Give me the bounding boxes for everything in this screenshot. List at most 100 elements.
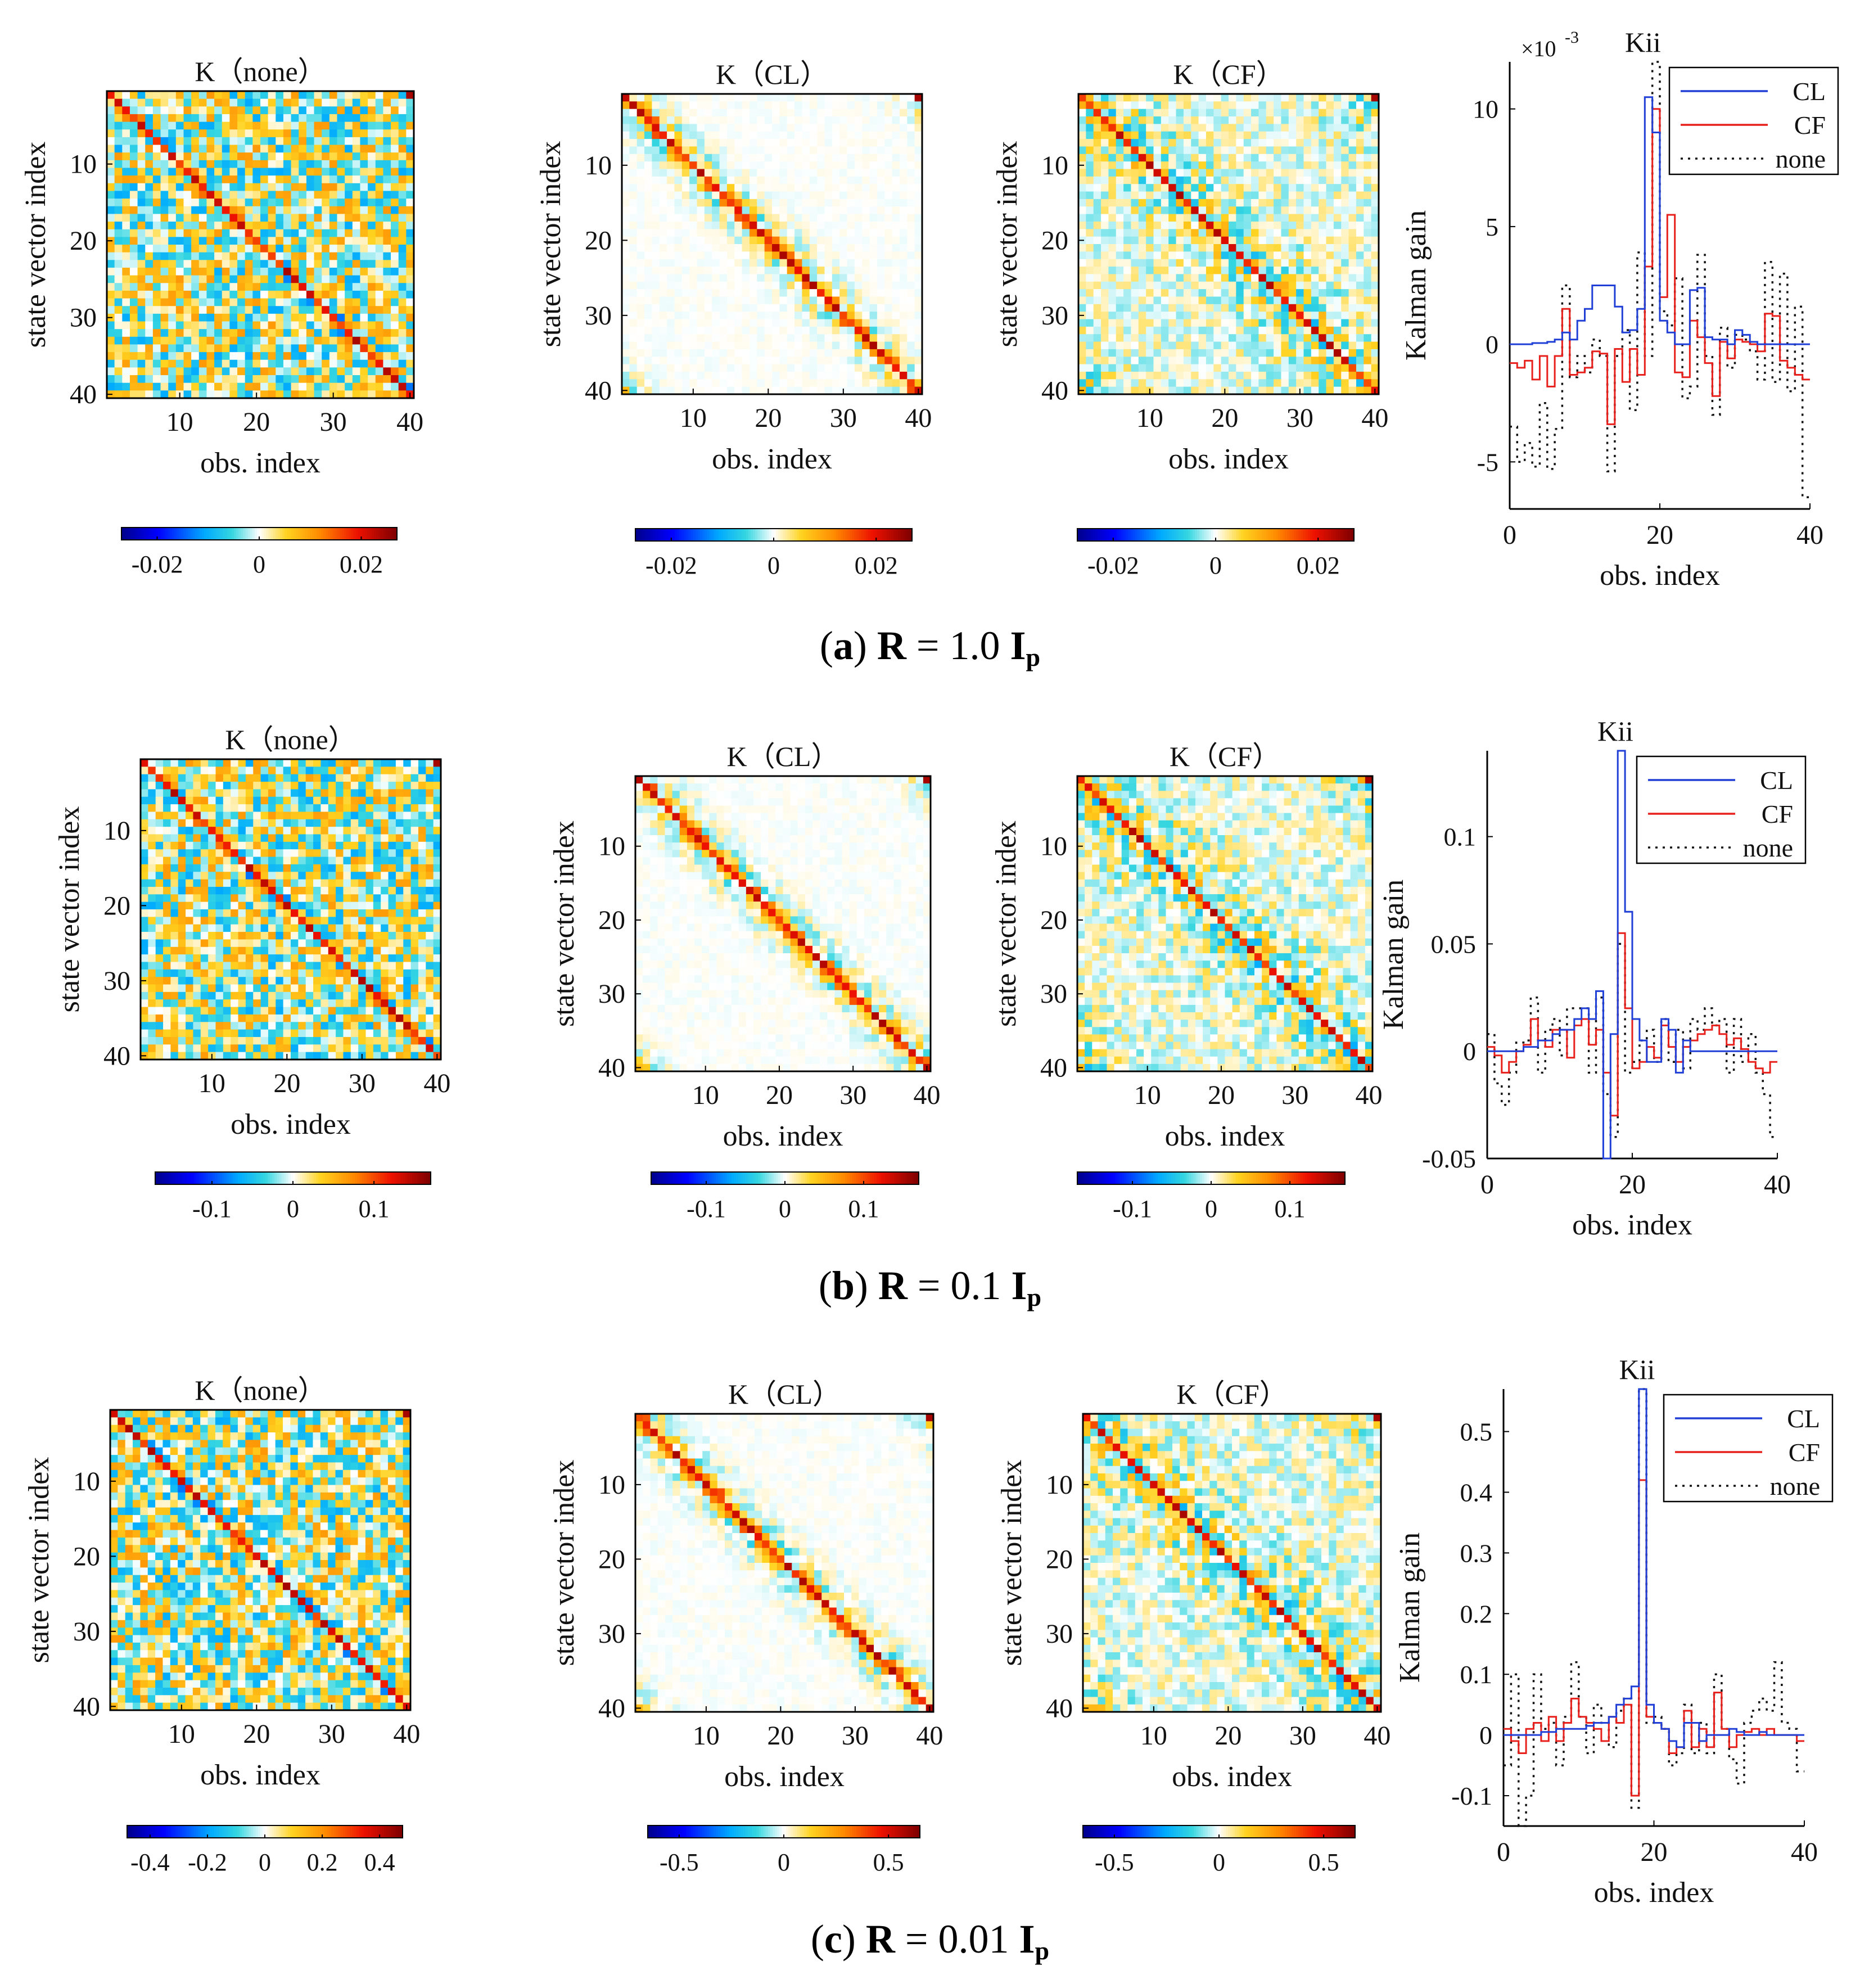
colorbar-step [218, 528, 221, 540]
heatmap-cell [314, 229, 322, 237]
heatmap-cell [1078, 229, 1086, 237]
heatmap-cell [817, 109, 825, 117]
heatmap-cell [1206, 296, 1214, 305]
heatmap-cell [1258, 124, 1267, 132]
heatmap-cell [1221, 116, 1229, 124]
heatmap-cell [260, 222, 269, 230]
heatmap-cell [712, 131, 720, 139]
heatmap-cell [160, 237, 169, 245]
heatmap-cell [1243, 319, 1252, 327]
heatmap-cell [283, 313, 292, 322]
heatmap-cell [629, 229, 638, 237]
heatmap-cell [1183, 206, 1191, 215]
heatmap-cell [391, 229, 399, 237]
heatmap-cell [1236, 176, 1244, 184]
heatmap-cell [1333, 214, 1342, 222]
heatmap-cell [899, 221, 908, 229]
heatmap-cell [1288, 176, 1297, 184]
heatmap-cell [383, 114, 391, 123]
heatmap-cell [114, 336, 123, 345]
heatmap-cell [854, 379, 863, 387]
heatmap-cell [1311, 229, 1319, 237]
heatmap-cell [345, 214, 353, 222]
heatmap-cell [892, 161, 900, 170]
colorbar-step [128, 528, 132, 540]
colorbar-step [195, 528, 198, 540]
heatmap-cell [674, 379, 683, 387]
heatmap-cell [1131, 274, 1139, 282]
heatmap-cell [1206, 281, 1214, 290]
heatmap-cell [1123, 251, 1132, 260]
heatmap-cell [245, 275, 253, 283]
heatmap-cell [1191, 371, 1199, 380]
heatmap-cell [152, 160, 161, 169]
heatmap-cell [137, 106, 146, 115]
heatmap-cell [237, 367, 246, 376]
heatmap-cell [832, 274, 840, 282]
heatmap-cell [1364, 131, 1372, 139]
heatmap-cell [398, 283, 407, 291]
heatmap-cell [697, 289, 705, 297]
heatmap-cell [229, 313, 238, 322]
heatmap-cell [659, 326, 667, 335]
heatmap-cell [832, 116, 840, 124]
heatmap-cell [299, 168, 307, 176]
heatmap-cell [1236, 199, 1244, 207]
heatmap-cell [749, 386, 757, 395]
colorbar-step [676, 529, 680, 541]
heatmap-cell [168, 313, 177, 322]
heatmap-cell [114, 237, 123, 245]
heatmap-cell [1191, 304, 1199, 312]
heatmap-cell [772, 116, 780, 124]
heatmap-cell [1161, 176, 1169, 184]
heatmap-cell [1356, 191, 1364, 200]
heatmap-cell [276, 91, 284, 100]
heatmap-cell [704, 259, 712, 267]
heatmap-cell [1161, 319, 1169, 327]
heatmap-cell [636, 364, 645, 372]
heatmap-cell [719, 184, 728, 192]
heatmap-cell [1326, 169, 1334, 177]
heatmap-cell [884, 101, 893, 110]
heatmap-cell [1243, 146, 1252, 155]
heatmap-cell [734, 349, 743, 357]
heatmap-cell [268, 206, 276, 214]
colorbar-step [215, 528, 219, 540]
heatmap-cell [854, 357, 863, 365]
heatmap-cell [152, 336, 161, 345]
heatmap-cell [198, 168, 207, 176]
heatmap-cell [869, 319, 878, 327]
heatmap-cell [1078, 281, 1086, 290]
heatmap-cell [1086, 184, 1094, 192]
heatmap-cell [375, 160, 383, 169]
heatmap-cell [1176, 109, 1184, 117]
heatmap-cell [168, 275, 177, 283]
heatmap-cell [391, 290, 399, 299]
heatmap-cell [1191, 236, 1199, 245]
heatmap-cell [1333, 109, 1342, 117]
heatmap-cell [1266, 326, 1274, 335]
heatmap-cell [1274, 124, 1282, 132]
heatmap-cell [667, 229, 675, 237]
heatmap-cell [779, 184, 788, 192]
heatmap-cell [237, 175, 246, 184]
heatmap-cell [817, 229, 825, 237]
heatmap-cell [832, 364, 840, 372]
heatmap-cell [1116, 146, 1124, 155]
heatmap-cell [1213, 154, 1222, 162]
heatmap-cell [1086, 251, 1094, 260]
heatmap-cell [1326, 289, 1334, 297]
heatmap-cell [268, 382, 276, 391]
heatmap-cell [907, 236, 915, 245]
heatmap-cell [283, 260, 292, 268]
heatmap-cell [817, 274, 825, 282]
heatmap-cell [1078, 131, 1086, 139]
heatmap-cell [222, 222, 230, 230]
heatmap-cell [629, 334, 638, 342]
colorbar-step [238, 528, 242, 540]
heatmap-cell [704, 161, 712, 170]
colorbar-step [268, 528, 272, 540]
heatmap-cell [268, 290, 276, 299]
heatmap-cell [892, 349, 900, 357]
heatmap-cell [137, 175, 146, 184]
